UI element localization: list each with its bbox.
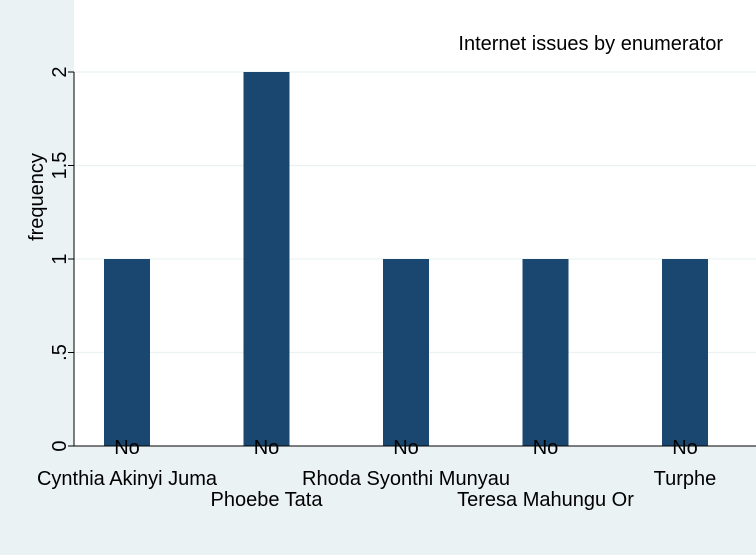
bar-label-2: No xyxy=(393,437,419,459)
y-tick-label-1: .5 xyxy=(49,344,71,361)
y-tick-label-4: 2 xyxy=(49,66,71,77)
y-tick-label-2: 1 xyxy=(49,253,71,264)
bar-0 xyxy=(104,259,150,446)
x-tick-label-1: Phoebe Tata xyxy=(211,489,324,511)
bar-label-4: No xyxy=(672,437,698,459)
y-tick-label-3: 1.5 xyxy=(49,152,71,180)
x-tick-labels: No Cynthia Akinyi Juma No Phoebe Tata No Rhod… xyxy=(37,437,716,511)
y-axis-label: frequency xyxy=(26,153,48,241)
bar-2 xyxy=(383,259,429,446)
bar-4 xyxy=(662,259,708,446)
x-tick-label-0: Cynthia Akinyi Juma xyxy=(37,468,218,490)
bar-label-3: No xyxy=(533,437,559,459)
y-tick-label-0: 0 xyxy=(49,440,71,451)
chart-title: Internet issues by enumerator xyxy=(458,33,723,55)
bar-3 xyxy=(522,259,569,446)
x-tick-label-4: Turphe xyxy=(654,468,717,490)
bar-label-1: No xyxy=(254,437,280,459)
x-tick-label-3: Teresa Mahungu Or xyxy=(457,489,634,511)
x-tick-label-2: Rhoda Syonthi Munyau xyxy=(302,468,510,490)
bar-1 xyxy=(243,72,290,446)
bars xyxy=(104,72,708,446)
y-ticks: 0 .5 1 1.5 2 xyxy=(49,66,74,452)
bar-label-0: No xyxy=(114,437,140,459)
